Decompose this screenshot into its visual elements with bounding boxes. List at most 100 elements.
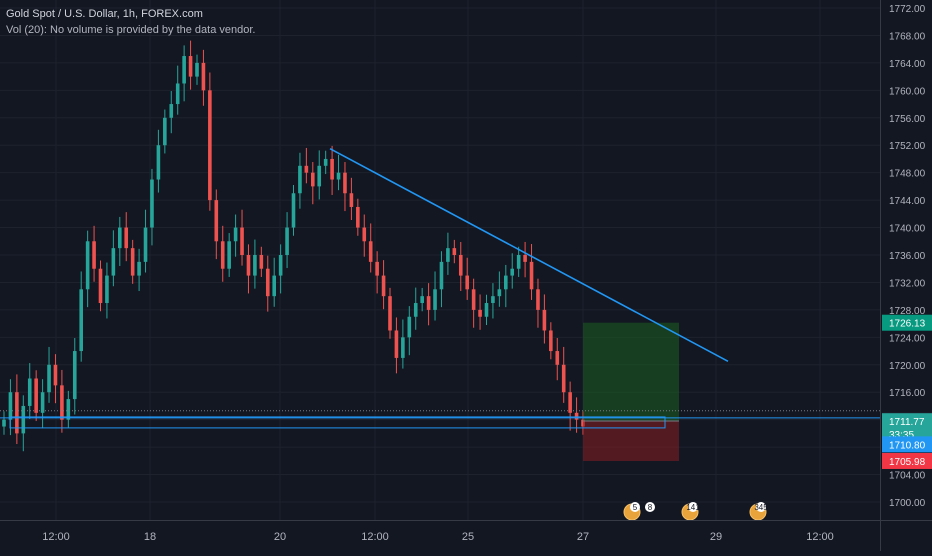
price-tick-label: 1736.00 bbox=[889, 251, 926, 262]
price-badge-bg bbox=[882, 413, 932, 430]
candle bbox=[349, 177, 354, 221]
candle-body bbox=[413, 303, 418, 317]
grid bbox=[0, 0, 880, 520]
candle-body bbox=[291, 193, 296, 228]
price-tick-label: 1756.00 bbox=[889, 114, 926, 125]
price-tick-label: 1772.00 bbox=[889, 4, 926, 15]
candle bbox=[465, 257, 469, 300]
time-axis-scale[interactable]: 12:00 18 20 12:00 25 27 29 12:00 bbox=[0, 521, 880, 551]
candle-body bbox=[201, 62, 206, 91]
candle-body bbox=[27, 378, 32, 406]
candle bbox=[21, 395, 26, 452]
candle-body bbox=[98, 268, 103, 304]
axis-corner bbox=[880, 520, 932, 551]
candle-body bbox=[15, 392, 19, 434]
candle bbox=[220, 225, 225, 282]
candle bbox=[298, 152, 302, 209]
candle bbox=[323, 150, 328, 175]
price-chart[interactable]: 5 8 141 345 bbox=[0, 0, 880, 521]
price-badge-label: 1726.13 bbox=[889, 319, 926, 330]
candle-body bbox=[253, 255, 257, 276]
candle-body bbox=[484, 303, 489, 317]
event-badge bbox=[756, 502, 766, 512]
candle-body bbox=[433, 289, 437, 310]
candle bbox=[542, 294, 547, 344]
candle-body bbox=[362, 227, 367, 242]
candle bbox=[85, 230, 90, 308]
price-axis-scale[interactable]: 1772.00 1768.00 1764.00 1760.00 1756.00 1752.… bbox=[881, 0, 932, 520]
time-tick-label: 29 bbox=[710, 531, 722, 543]
candle-body bbox=[240, 227, 244, 255]
candle bbox=[426, 283, 431, 326]
time-tick-label: 18 bbox=[144, 531, 156, 543]
event-badge bbox=[688, 502, 698, 512]
candle bbox=[246, 244, 251, 294]
candle bbox=[413, 287, 418, 330]
candle-body bbox=[227, 241, 231, 269]
candle-body bbox=[182, 56, 186, 84]
candle bbox=[343, 162, 347, 212]
price-badge-bg bbox=[882, 314, 932, 331]
candle-body bbox=[220, 241, 225, 269]
candle bbox=[214, 189, 219, 260]
candle-body bbox=[446, 248, 450, 262]
candle bbox=[510, 253, 515, 289]
candle-body bbox=[40, 392, 45, 413]
price-badge-label: 1711.77 bbox=[889, 417, 925, 428]
candle-body bbox=[111, 248, 116, 276]
candle bbox=[471, 278, 476, 328]
candle bbox=[182, 45, 186, 102]
candle bbox=[381, 260, 386, 310]
candle-body bbox=[163, 117, 167, 146]
candle-body bbox=[394, 330, 399, 358]
candle-body bbox=[118, 227, 122, 249]
price-tick-label: 1728.00 bbox=[889, 306, 926, 317]
candle bbox=[330, 145, 334, 195]
candle bbox=[368, 223, 373, 273]
candle-body bbox=[504, 275, 508, 290]
candle bbox=[336, 154, 341, 191]
candle bbox=[497, 271, 502, 307]
candle bbox=[2, 411, 6, 435]
candle bbox=[233, 214, 238, 257]
candle-body bbox=[420, 296, 424, 304]
candle-body bbox=[150, 179, 154, 228]
price-tick-label: 1748.00 bbox=[889, 169, 926, 180]
price-tick-label: 1732.00 bbox=[889, 278, 926, 289]
candle-body bbox=[8, 392, 13, 420]
candle bbox=[272, 257, 276, 307]
candle-body bbox=[169, 104, 174, 118]
symbol-title[interactable]: Gold Spot / U.S. Dollar, 1h, FOREX.com bbox=[6, 8, 203, 20]
candle bbox=[208, 72, 212, 211]
candle bbox=[47, 346, 51, 403]
price-tick-label: 1704.00 bbox=[889, 471, 926, 482]
candle-body bbox=[60, 385, 64, 420]
candle-body bbox=[246, 255, 251, 276]
candle bbox=[130, 239, 135, 284]
candle-body bbox=[34, 378, 38, 413]
price-axis[interactable]: 1772.00 1768.00 1764.00 1760.00 1756.00 1752.… bbox=[880, 0, 932, 520]
time-axis[interactable]: 12:00 18 20 12:00 25 27 29 12:00 bbox=[0, 520, 880, 551]
candle-body bbox=[72, 351, 77, 400]
candle-body bbox=[426, 296, 431, 310]
candle-body bbox=[143, 227, 148, 262]
price-tick-label: 1720.00 bbox=[889, 361, 926, 372]
time-tick-label: 12:00 bbox=[806, 531, 834, 543]
chart-area[interactable]: 5 8 141 345 bbox=[0, 0, 880, 521]
candle bbox=[311, 162, 315, 205]
candle bbox=[536, 278, 540, 328]
event-badge bbox=[645, 502, 655, 512]
candle bbox=[124, 212, 129, 262]
candle-body bbox=[188, 56, 193, 77]
candle bbox=[504, 264, 508, 308]
candle bbox=[53, 354, 58, 404]
candle bbox=[163, 109, 167, 154]
price-tick-label: 1716.00 bbox=[889, 388, 926, 399]
candle-body bbox=[92, 241, 96, 269]
candle bbox=[549, 322, 553, 360]
candle-body bbox=[175, 83, 180, 105]
candle bbox=[529, 244, 534, 300]
candle bbox=[523, 241, 527, 278]
candle-body bbox=[349, 193, 354, 207]
candle bbox=[201, 49, 206, 106]
